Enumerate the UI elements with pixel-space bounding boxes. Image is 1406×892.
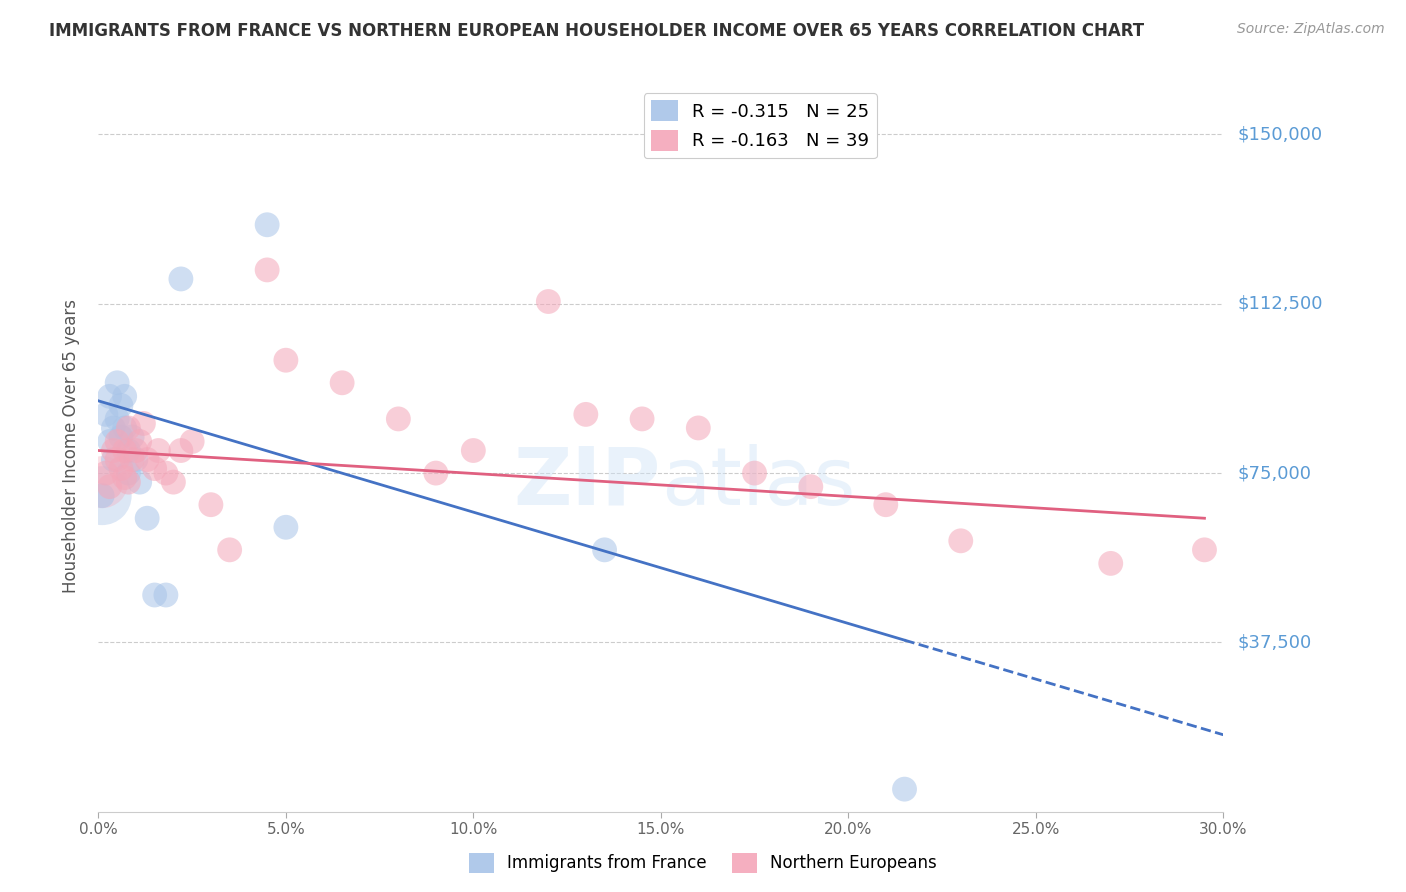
Point: [170, 272, 193, 286]
Legend: R = -0.315   N = 25, R = -0.163   N = 39: R = -0.315 N = 25, R = -0.163 N = 39: [644, 93, 877, 158]
Point: [110, 430, 132, 444]
Point: [200, 498, 222, 512]
Point: [593, 542, 616, 557]
Point: [949, 533, 972, 548]
Point: [800, 480, 823, 494]
Point: [103, 452, 125, 467]
Point: [274, 353, 297, 368]
Point: [114, 421, 136, 435]
Text: ZIP: ZIP: [513, 443, 661, 522]
Legend: Immigrants from France, Northern Europeans: Immigrants from France, Northern Europea…: [463, 847, 943, 880]
Point: [148, 443, 170, 458]
Point: [114, 443, 136, 458]
Point: [91, 489, 114, 503]
Point: [128, 475, 150, 489]
Point: [121, 452, 143, 467]
Point: [98, 434, 121, 449]
Point: [256, 218, 278, 232]
Point: [893, 782, 915, 797]
Point: [110, 398, 132, 412]
Point: [162, 475, 184, 489]
Point: [132, 417, 155, 431]
Point: [94, 408, 117, 422]
Point: [537, 294, 560, 309]
Point: [575, 408, 598, 422]
Text: $37,500: $37,500: [1237, 633, 1312, 651]
Point: [1194, 542, 1216, 557]
Point: [94, 466, 117, 480]
Point: [128, 434, 150, 449]
Text: atlas: atlas: [661, 443, 855, 522]
Point: [105, 376, 128, 390]
Text: $150,000: $150,000: [1237, 126, 1322, 144]
Point: [387, 412, 409, 426]
Point: [103, 443, 125, 458]
Text: Source: ZipAtlas.com: Source: ZipAtlas.com: [1237, 22, 1385, 37]
Point: [1099, 557, 1122, 571]
Point: [181, 434, 204, 449]
Point: [631, 412, 654, 426]
Point: [155, 588, 177, 602]
Point: [91, 475, 114, 489]
Point: [463, 443, 485, 458]
Point: [744, 466, 766, 480]
Point: [125, 452, 148, 467]
Text: $75,000: $75,000: [1237, 464, 1312, 482]
Point: [117, 466, 139, 480]
Text: IMMIGRANTS FROM FRANCE VS NORTHERN EUROPEAN HOUSEHOLDER INCOME OVER 65 YEARS COR: IMMIGRANTS FROM FRANCE VS NORTHERN EUROP…: [49, 22, 1144, 40]
Point: [125, 443, 148, 458]
Point: [117, 421, 139, 435]
Text: $112,500: $112,500: [1237, 294, 1323, 313]
Point: [143, 461, 166, 475]
Point: [256, 263, 278, 277]
Point: [117, 443, 139, 458]
Point: [105, 452, 128, 467]
Point: [218, 542, 240, 557]
Point: [103, 421, 125, 435]
Point: [105, 434, 128, 449]
Point: [143, 588, 166, 602]
Point: [114, 470, 136, 484]
Point: [110, 461, 132, 475]
Point: [136, 511, 159, 525]
Point: [91, 489, 114, 503]
Point: [136, 452, 159, 467]
Point: [117, 475, 139, 489]
Point: [274, 520, 297, 534]
Point: [105, 412, 128, 426]
Point: [121, 430, 143, 444]
Point: [330, 376, 353, 390]
Point: [98, 480, 121, 494]
Point: [155, 466, 177, 480]
Point: [114, 389, 136, 403]
Y-axis label: Householder Income Over 65 years: Householder Income Over 65 years: [62, 299, 80, 593]
Point: [425, 466, 447, 480]
Point: [875, 498, 897, 512]
Point: [170, 443, 193, 458]
Point: [98, 389, 121, 403]
Point: [688, 421, 710, 435]
